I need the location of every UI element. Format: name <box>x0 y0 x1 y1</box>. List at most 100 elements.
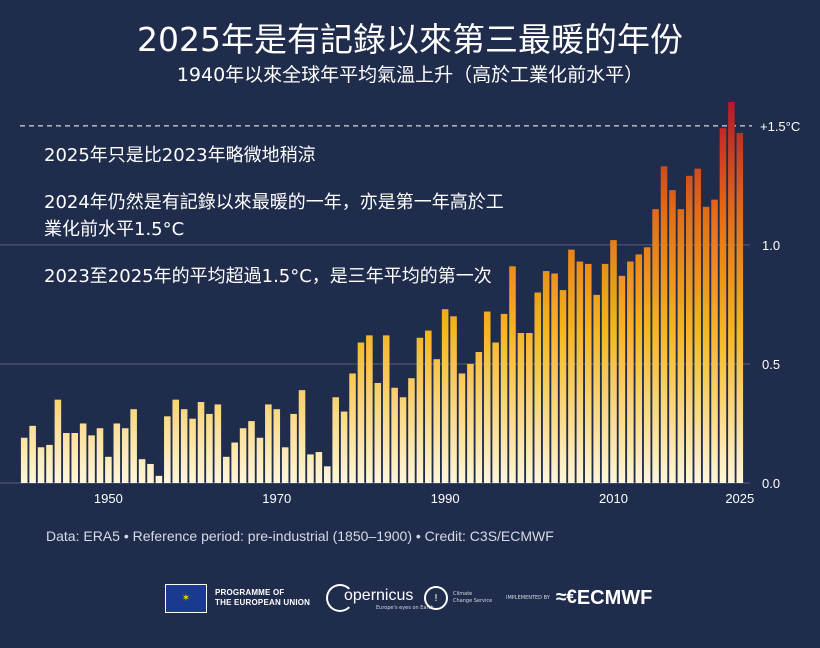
c3s-logo-line-1: Climate <box>453 591 473 597</box>
y-tick-label: 0.5 <box>762 357 780 372</box>
bar-1942 <box>37 447 45 483</box>
bar-2016 <box>660 166 668 483</box>
bar-2025 <box>736 132 744 484</box>
data-source-note: Data: ERA5 • Reference period: pre-indus… <box>46 528 554 544</box>
bar-1961 <box>197 402 205 483</box>
bar-2002 <box>542 271 550 483</box>
bar-2008 <box>593 294 600 483</box>
bar-2013 <box>635 254 643 483</box>
bar-1982 <box>374 382 382 483</box>
bar-1963 <box>214 404 222 483</box>
ecmwf-logo: IMPLEMENTED BY ≈€ ECMWF <box>506 578 652 618</box>
logo-bar: ✶ PROGRAMME OF THE EUROPEAN UNION operni… <box>0 578 820 618</box>
bar-1968 <box>256 437 264 483</box>
x-tick-label: 1970 <box>262 491 291 506</box>
chart-subtitle: 1940年以來全球年平均氣溫上升（高於工業化前水平） <box>176 64 644 86</box>
bar-1979 <box>349 373 356 483</box>
copernicus-wordmark: opernicus <box>344 587 414 604</box>
bar-1998 <box>509 266 516 483</box>
c3s-logo-line-2: Change Service <box>453 598 493 604</box>
bar-1974 <box>307 454 314 483</box>
bar-1985 <box>399 397 407 483</box>
eu-logo-line-1: PROGRAMME OF <box>215 588 285 597</box>
bar-1959 <box>180 409 188 483</box>
bar-1947 <box>79 423 87 483</box>
annotation-notes: 2025年只是比2023年略微地稍涼 2024年仍然是有記錄以來最暖的一年，亦是… <box>44 142 504 310</box>
bar-2012 <box>627 261 634 483</box>
bar-1970 <box>273 409 281 483</box>
thermometer-icon: ! <box>424 586 448 610</box>
c3s-logo: ! Climate Change Service <box>424 578 492 618</box>
bar-1997 <box>500 313 508 483</box>
eu-flag-icon: ✶ <box>165 583 207 613</box>
note-2023-2025-average: 2023至2025年的平均超過1.5°C，是三年平均的第一次 <box>44 266 492 287</box>
bar-1969 <box>265 404 272 483</box>
bar-1987 <box>416 337 424 483</box>
bar-1960 <box>189 418 196 483</box>
bar-2017 <box>669 190 676 483</box>
bar-1967 <box>248 421 255 483</box>
bar-2001 <box>534 292 542 483</box>
temperature-bar-chart: 0.0 0.5 1.0 +1.5°C 1950 1970 1990 2010 2025 <box>0 102 800 506</box>
eu-logo-line-2: THE EUROPEAN UNION <box>215 598 311 607</box>
copernicus-logo: opernicus Europe's eyes on Earth <box>326 578 434 618</box>
bar-2019 <box>685 175 693 483</box>
y-tick-label: 0.0 <box>762 476 780 491</box>
bar-1978 <box>340 411 348 483</box>
bar-2004 <box>559 290 567 483</box>
ecmwf-symbol-icon: ≈€ <box>555 587 577 608</box>
bar-1945 <box>63 432 70 483</box>
chart-title: 2025年是有記錄以來第三最暖的年份 <box>137 20 683 59</box>
bar-1958 <box>172 399 180 483</box>
bar-2022 <box>711 199 718 483</box>
bar-1957 <box>164 416 171 483</box>
bar-1988 <box>425 330 432 483</box>
bar-1956 <box>155 475 163 483</box>
bar-1990 <box>441 309 449 483</box>
bar-1980 <box>357 342 365 483</box>
bar-1948 <box>88 435 95 483</box>
bar-1989 <box>433 359 441 483</box>
bar-1941 <box>29 425 36 483</box>
bar-1953 <box>130 409 137 483</box>
eu-programme-logo: ✶ PROGRAMME OF THE EUROPEAN UNION <box>165 578 310 618</box>
bar-1975 <box>315 452 323 483</box>
bar-2009 <box>601 263 609 483</box>
bar-1954 <box>138 459 146 483</box>
bar-2020 <box>694 168 701 484</box>
x-tick-label: 2025 <box>725 491 754 506</box>
bar-2014 <box>643 247 651 483</box>
x-tick-label: 1950 <box>94 491 123 506</box>
bar-1984 <box>391 387 398 483</box>
x-tick-label: 1990 <box>431 491 460 506</box>
ecmwf-wordmark: ECMWF <box>576 586 653 609</box>
y-tick-label: 1.0 <box>762 238 780 253</box>
bar-1965 <box>231 442 238 483</box>
bar-1996 <box>492 342 499 483</box>
bar-1966 <box>239 428 247 483</box>
implemented-by-label: IMPLEMENTED BY <box>506 595 550 601</box>
bar-1955 <box>147 463 154 483</box>
bar-1943 <box>46 444 53 483</box>
note-2025: 2025年只是比2023年略微地稍涼 <box>44 145 316 166</box>
bar-1993 <box>467 363 474 483</box>
bar-2011 <box>618 275 626 483</box>
bar-1949 <box>96 428 104 483</box>
bar-2000 <box>526 332 533 483</box>
bar-2010 <box>610 240 617 483</box>
bar-1995 <box>483 311 491 483</box>
bar-2003 <box>551 273 558 483</box>
bar-1940 <box>20 437 28 483</box>
bar-1991 <box>450 316 457 483</box>
bar-1994 <box>475 352 483 483</box>
bar-1950 <box>105 456 112 483</box>
bar-1981 <box>366 335 373 483</box>
bar-2021 <box>702 206 710 483</box>
bar-2023 <box>719 128 727 483</box>
bar-1962 <box>206 413 213 483</box>
bar-1971 <box>281 447 289 483</box>
bar-1999 <box>517 332 525 483</box>
bar-2018 <box>677 209 685 483</box>
bar-1972 <box>290 413 297 483</box>
threshold-label: +1.5°C <box>760 119 800 134</box>
